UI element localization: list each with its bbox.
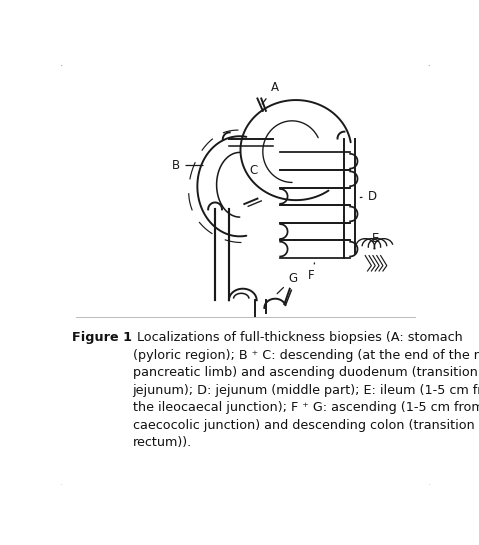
Text: Figure 1: Figure 1 bbox=[72, 331, 132, 344]
Text: A: A bbox=[262, 81, 278, 104]
Text: D: D bbox=[360, 190, 376, 203]
FancyBboxPatch shape bbox=[59, 64, 432, 487]
Text: F: F bbox=[308, 263, 315, 282]
Text: E: E bbox=[364, 232, 379, 245]
Text: C: C bbox=[249, 165, 257, 177]
Text: G: G bbox=[277, 272, 297, 294]
Text: B: B bbox=[172, 159, 203, 172]
Text: Localizations of full-thickness biopsies (A: stomach
(pyloric region); B ⁺ C: de: Localizations of full-thickness biopsies… bbox=[133, 331, 479, 449]
